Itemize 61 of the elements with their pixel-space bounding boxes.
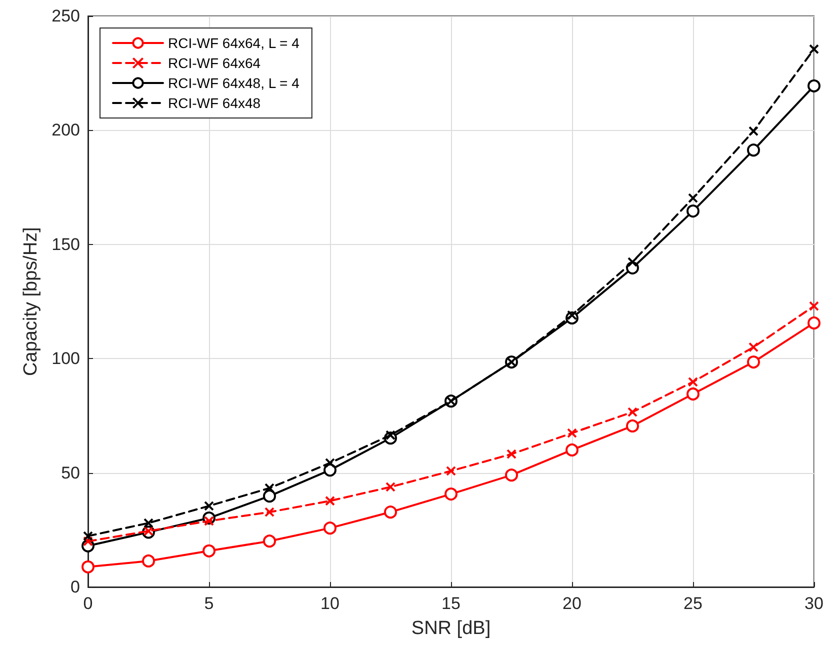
x-tick-label: 5 xyxy=(204,594,214,613)
point xyxy=(83,531,93,542)
point xyxy=(688,376,698,387)
point xyxy=(748,342,758,352)
x-tick-label: 0 xyxy=(83,594,93,613)
legend-label: RCI-WF 64x48, L = 4 xyxy=(168,75,300,91)
point xyxy=(506,449,516,460)
point xyxy=(264,507,274,518)
point xyxy=(144,526,154,536)
point xyxy=(204,500,214,511)
y-tick-label: 200 xyxy=(52,120,80,140)
x-tick-label: 20 xyxy=(562,594,582,613)
point xyxy=(809,301,819,312)
point xyxy=(567,310,577,320)
point xyxy=(505,468,518,482)
x-tick-label: 10 xyxy=(320,594,340,613)
x-tick-label: 25 xyxy=(684,594,702,613)
legend-label: RCI-WF 64x64 xyxy=(168,55,261,71)
point xyxy=(386,430,396,440)
point xyxy=(325,458,335,468)
y-tick-label: 50 xyxy=(61,463,80,482)
legend-label: RCI-WF 64x64, L = 4 xyxy=(168,35,300,51)
point xyxy=(263,534,276,548)
point xyxy=(808,316,820,330)
point xyxy=(688,193,698,204)
point xyxy=(204,516,214,526)
point xyxy=(386,482,396,492)
y-tick-label: 150 xyxy=(52,234,80,254)
point xyxy=(264,483,274,494)
point xyxy=(144,518,154,528)
y-tick-label: 250 xyxy=(52,6,80,26)
point xyxy=(446,466,456,476)
point xyxy=(808,79,820,92)
point xyxy=(566,443,578,456)
point xyxy=(567,428,577,438)
point xyxy=(809,44,819,54)
point xyxy=(686,388,700,400)
point xyxy=(142,554,155,568)
x-tick-label: 30 xyxy=(804,594,824,613)
point xyxy=(686,204,700,218)
point xyxy=(325,496,335,506)
point xyxy=(82,560,94,574)
point xyxy=(747,144,760,157)
point xyxy=(748,126,758,136)
point xyxy=(384,506,397,519)
x-axis-title: SNR [dB] xyxy=(411,618,491,639)
legend-label: RCI-WF 64x48 xyxy=(168,95,261,111)
point xyxy=(444,488,458,501)
point xyxy=(747,356,760,369)
point xyxy=(324,522,336,535)
y-tick-label: 100 xyxy=(52,349,80,368)
point xyxy=(628,256,638,267)
point xyxy=(202,544,216,558)
point xyxy=(626,419,639,432)
point xyxy=(83,536,93,546)
point xyxy=(324,464,336,477)
y-tick-label: 0 xyxy=(70,578,80,596)
x-tick-label: 15 xyxy=(442,594,460,613)
y-axis-title: Capacity [bps/Hz] xyxy=(20,227,42,376)
point xyxy=(628,407,638,418)
point xyxy=(263,490,276,503)
